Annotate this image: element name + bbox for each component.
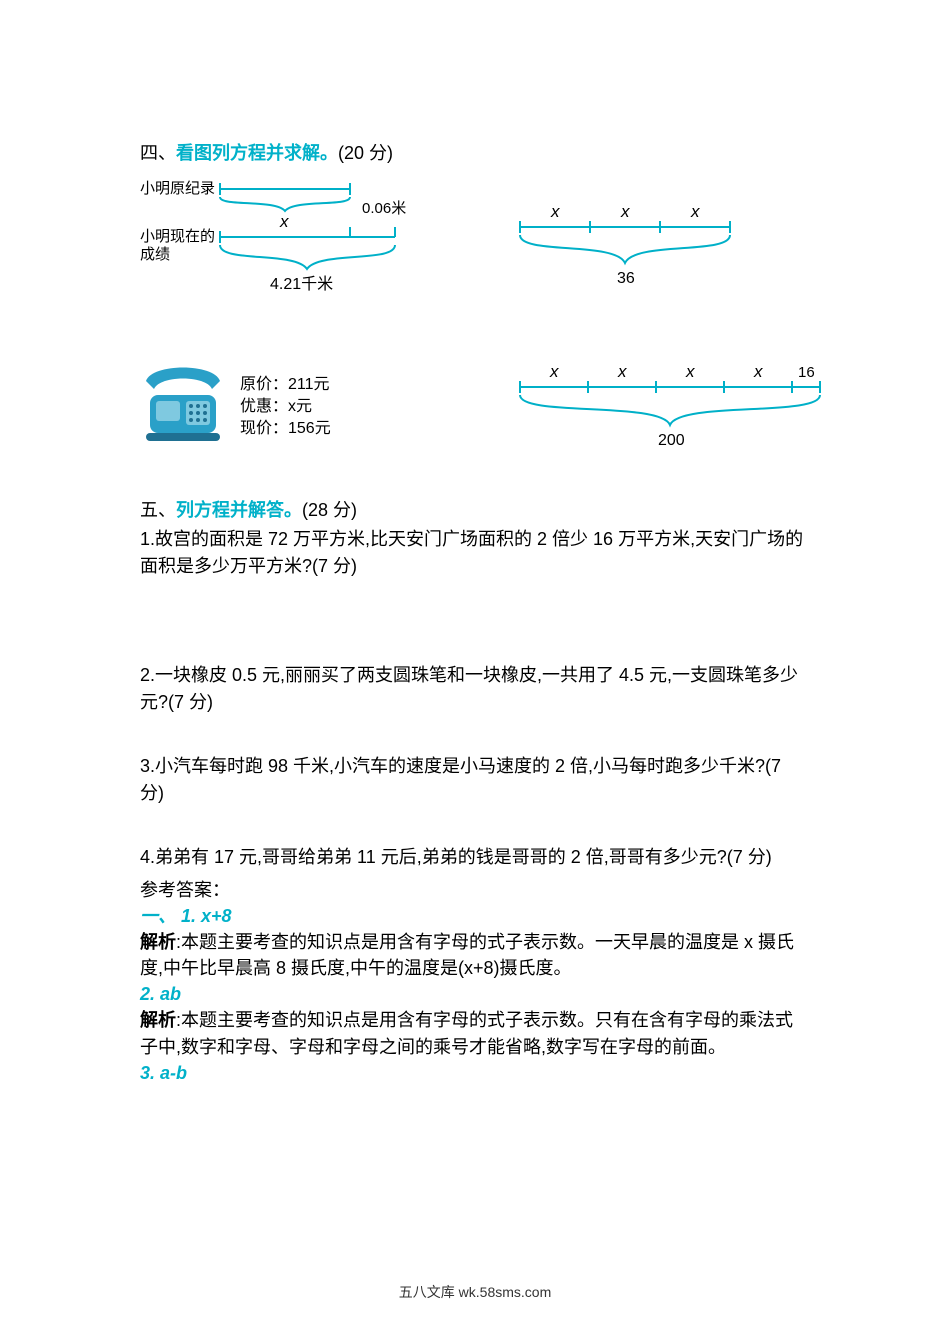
d4-brace: [520, 395, 820, 425]
diagram-row2-svg: 原价：211元 优惠：x元 现价：156元 x x x x 16 200: [140, 359, 840, 459]
ans-1-exp-label: 解析: [140, 932, 176, 952]
ans-2: 2. ab: [140, 981, 810, 1007]
ans-1-exp-text: :本题主要考查的知识点是用含有字母的式子表示数。一天早晨的温度是 x 摄氏度,中…: [140, 932, 794, 978]
ans-1-prefix: 一、 1.: [140, 906, 201, 926]
phone-now: 现价：156元: [240, 420, 331, 437]
diagram-row1: 小明原纪录 x 0.06米 小明现在的 成绩 4.21千米: [140, 171, 810, 309]
q5-3-space: [140, 807, 810, 842]
page-footer: 五八文库 wk.58sms.com: [0, 1282, 950, 1302]
d4-x1: x: [549, 362, 559, 381]
sec4-suffix: (20 分): [338, 143, 393, 163]
q5-4: 4.弟弟有 17 元,哥哥给弟弟 11 元后,弟弟的钱是哥哥的 2 倍,哥哥有多…: [140, 844, 810, 871]
phone-discount: 优惠：x元: [240, 397, 312, 415]
sec4-highlight: 看图列方程并求解。: [176, 143, 338, 163]
sec4-prefix: 四、: [140, 143, 176, 163]
q5-1-space: [140, 580, 810, 660]
ans-3-expr: a-b: [160, 1063, 187, 1083]
label-original: 小明原纪录: [140, 180, 215, 197]
diagram-row1-svg: 小明原纪录 x 0.06米 小明现在的 成绩 4.21千米: [140, 171, 840, 301]
ans-2-exp-label: 解析: [140, 1010, 176, 1030]
q5-3: 3.小汽车每时跑 98 千米,小汽车的速度是小马速度的 2 倍,小马每时跑多少千…: [140, 753, 810, 807]
sec5-suffix: (28 分): [302, 500, 357, 520]
orig-var-x: x: [279, 212, 289, 231]
curr-total: 4.21千米: [270, 275, 333, 293]
label-current-1: 小明现在的: [140, 228, 215, 245]
sec5-highlight: 列方程并解答。: [176, 500, 302, 520]
q5-1: 1.故宫的面积是 72 万平方米,比天安门广场面积的 2 倍少 16 万平方米,…: [140, 526, 810, 580]
orig-brace: [220, 197, 350, 211]
ans-1-exp: 解析:本题主要考查的知识点是用含有字母的式子表示数。一天早晨的温度是 x 摄氏度…: [140, 929, 810, 981]
q5-2-space: [140, 716, 810, 751]
ans-1: 一、 1. x+8: [140, 903, 810, 929]
curr-brace: [220, 245, 395, 269]
ans-2-exp-text: :本题主要考查的知识点是用含有字母的式子表示数。只有在含有字母的乘法式子中,数字…: [140, 1010, 793, 1056]
phone-icon: [146, 368, 220, 442]
d2-x2: x: [620, 202, 630, 221]
diag4-group: x x x x 16 200: [520, 362, 820, 449]
d4-x3: x: [685, 362, 695, 381]
answers-title: 参考答案：: [140, 877, 810, 903]
ans-3: 3. a-b: [140, 1060, 810, 1086]
label-current-2: 成绩: [140, 246, 170, 263]
section5-heading: 五、列方程并解答。(28 分): [140, 497, 810, 524]
d4-right: 16: [798, 364, 815, 381]
offset-label: 0.06米: [362, 200, 406, 217]
diagram-row2: 原价：211元 优惠：x元 现价：156元 x x x x 16 200: [140, 359, 810, 467]
d4-total: 200: [658, 432, 685, 449]
ans-1-expr: x+8: [201, 906, 232, 926]
d2-brace: [520, 235, 730, 263]
section4-heading: 四、看图列方程并求解。(20 分): [140, 140, 810, 167]
d2-x1: x: [550, 202, 560, 221]
ans-2-exp: 解析:本题主要考查的知识点是用含有字母的式子表示数。只有在含有字母的乘法式子中,…: [140, 1007, 810, 1059]
ans-2-prefix: 2.: [140, 984, 160, 1004]
ans-3-prefix: 3.: [140, 1063, 160, 1083]
d2-x3: x: [690, 202, 700, 221]
d4-x4: x: [753, 362, 763, 381]
sec5-prefix: 五、: [140, 500, 176, 520]
diag2-group: x x x 36: [520, 202, 730, 287]
q5-2: 2.一块橡皮 0.5 元,丽丽买了两支圆珠笔和一块橡皮,一共用了 4.5 元,一…: [140, 662, 810, 716]
answers-block: 参考答案： 一、 1. x+8 解析:本题主要考查的知识点是用含有字母的式子表示…: [140, 877, 810, 1086]
d2-value: 36: [617, 270, 635, 287]
d4-x2: x: [617, 362, 627, 381]
ans-2-expr: ab: [160, 984, 181, 1004]
phone-price: 原价：211元: [240, 376, 330, 393]
